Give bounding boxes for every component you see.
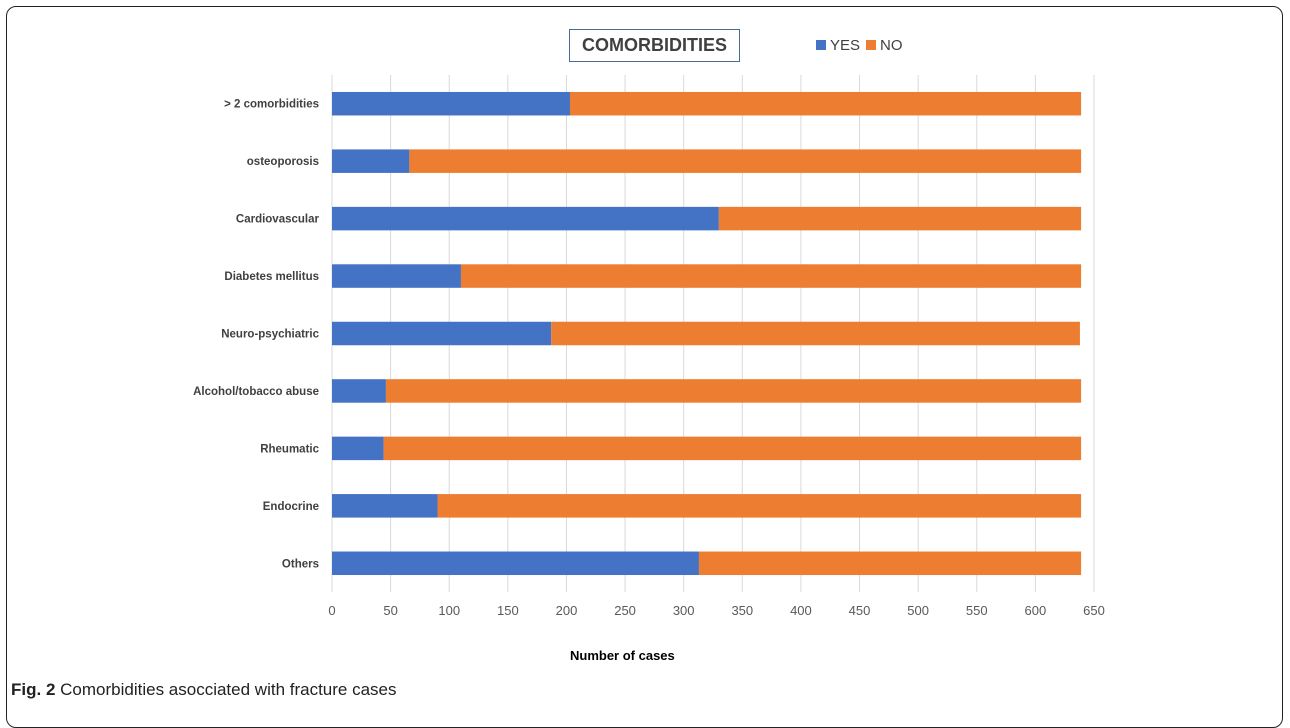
bar-no-4	[551, 321, 1080, 346]
x-axis-label: Number of cases	[570, 648, 675, 663]
bar-no-5	[385, 379, 1082, 403]
y-category-label: Diabetes mellitus	[224, 271, 319, 283]
figure-caption: Fig. 2 Comorbidities asocciated with fra…	[11, 680, 397, 700]
x-tick-label: 500	[907, 603, 929, 618]
x-tick-label: 300	[673, 603, 695, 618]
bar-chart: 0 50 100 150 200 250 300 350 400 450 500 550 600 650 >…	[193, 75, 1105, 618]
y-category-label: Alcohol/tobacco abuse	[193, 386, 319, 398]
legend-swatch-yes	[816, 40, 826, 50]
x-tick-label: 100	[438, 603, 460, 618]
bar-yes-4	[332, 321, 552, 346]
x-tick-label: 650	[1083, 603, 1105, 618]
bar-no-8	[698, 551, 1082, 576]
bar-no-1	[409, 149, 1082, 173]
x-tick-label: 0	[328, 603, 335, 618]
bar-no-0	[569, 91, 1082, 116]
legend-item-no: NO	[866, 37, 903, 54]
x-tick-label: 150	[497, 603, 519, 618]
y-category-label: > 2 comorbidities	[224, 99, 319, 111]
bar-yes-5	[332, 379, 386, 403]
bar-no-3	[460, 264, 1082, 288]
caption-text: Comorbidities asocciated with fracture c…	[60, 680, 397, 699]
legend-label-yes: YES	[830, 36, 861, 54]
bar-yes-0	[332, 91, 570, 116]
bar-yes-3	[332, 264, 461, 288]
y-category-label: Neuro-psychiatric	[221, 329, 319, 341]
bar-no-2	[718, 206, 1082, 231]
y-category-label: osteoporosis	[247, 156, 319, 168]
x-tick-label: 200	[556, 603, 578, 618]
x-tick-label: 600	[1025, 603, 1047, 618]
bar-yes-6	[332, 436, 384, 461]
caption-label: Fig. 2	[11, 680, 56, 699]
bar-yes-1	[332, 149, 410, 173]
legend-swatch-no	[866, 40, 877, 50]
y-category-label: Cardiovascular	[236, 214, 320, 226]
x-tick-label: 50	[383, 603, 397, 618]
y-category-label: Endocrine	[263, 501, 319, 513]
legend-item-yes: YES	[816, 37, 860, 54]
x-tick-label: 250	[614, 603, 636, 618]
y-category-label: Rheumatic	[260, 443, 319, 455]
bar-no-6	[383, 436, 1082, 461]
x-tick-label: 350	[731, 603, 753, 618]
bar-yes-8	[332, 551, 699, 576]
y-category-label: Others	[282, 558, 319, 570]
legend: YES NO	[816, 34, 909, 56]
x-tick-label: 550	[966, 603, 988, 618]
bar-yes-7	[332, 494, 438, 518]
x-tick-label: 400	[790, 603, 812, 618]
legend-label-no: NO	[880, 36, 903, 54]
bar-no-7	[437, 494, 1082, 518]
bar-yes-2	[332, 206, 719, 231]
chart-title: COMORBIDITIES	[569, 29, 740, 62]
x-tick-label: 450	[849, 603, 871, 618]
